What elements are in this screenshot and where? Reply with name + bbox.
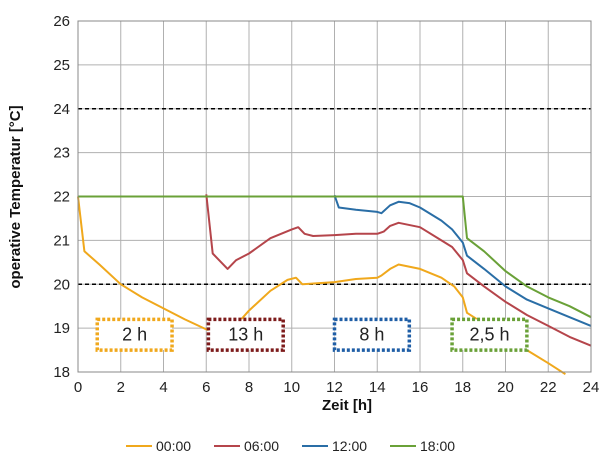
legend: 00:00 06:00 12:00 18:00 <box>126 438 455 454</box>
duration-box <box>450 317 529 352</box>
y-tick-label: 20 <box>53 276 70 293</box>
y-axis-title: operative Temperatur [°C] <box>7 105 24 288</box>
x-tick-label: 20 <box>497 379 514 396</box>
y-tick-labels: 18 19 20 21 22 23 24 25 26 <box>53 13 70 381</box>
x-tick-label: 8 <box>245 379 253 396</box>
duration-box-label: 2 h <box>122 325 147 345</box>
x-tick-label: 6 <box>202 379 210 396</box>
x-tick-label: 4 <box>159 379 167 396</box>
plot-frame <box>77 20 592 373</box>
legend-label: 12:00 <box>332 438 367 454</box>
x-tick-label: 10 <box>283 379 300 396</box>
y-tick-label: 22 <box>53 189 70 206</box>
x-tick-label: 12 <box>326 379 343 396</box>
legend-label: 00:00 <box>156 438 191 454</box>
y-tick-label: 26 <box>53 13 70 30</box>
y-tick-label: 19 <box>53 320 70 337</box>
series-line-0600 <box>205 194 592 347</box>
series-line-1800 <box>78 195 592 319</box>
series-line-0000 <box>77 196 566 376</box>
x-tick-labels: 0 2 4 6 8 10 12 14 16 18 20 22 24 <box>74 379 600 396</box>
x-tick-label: 0 <box>74 379 82 396</box>
duration-box-label: 13 h <box>228 325 263 345</box>
x-axis-title: Zeit [h] <box>322 397 372 414</box>
x-tick-label: 18 <box>454 379 471 396</box>
x-tick-label: 2 <box>117 379 125 396</box>
y-tick-label: 25 <box>53 57 70 74</box>
duration-annotations: 2 h 13 h 8 h 2,5 h <box>95 317 529 352</box>
duration-box <box>332 317 412 352</box>
duration-box <box>95 317 174 352</box>
duration-box <box>206 317 285 352</box>
legend-label: 06:00 <box>244 438 279 454</box>
x-tick-label: 14 <box>369 379 386 396</box>
y-tick-label: 24 <box>53 101 70 118</box>
y-tick-label: 23 <box>53 145 70 162</box>
duration-box-label: 2,5 h <box>469 325 509 345</box>
legend-label: 18:00 <box>420 438 455 454</box>
x-tick-label: 22 <box>540 379 557 396</box>
y-tick-label: 18 <box>53 364 70 381</box>
x-tick-label: 24 <box>583 379 600 396</box>
series-lines <box>77 194 592 376</box>
y-tick-label: 21 <box>53 232 70 249</box>
x-tick-label: 16 <box>412 379 429 396</box>
series-line-1200 <box>333 194 592 327</box>
duration-box-label: 8 h <box>359 325 384 345</box>
reference-lines <box>78 107 591 286</box>
